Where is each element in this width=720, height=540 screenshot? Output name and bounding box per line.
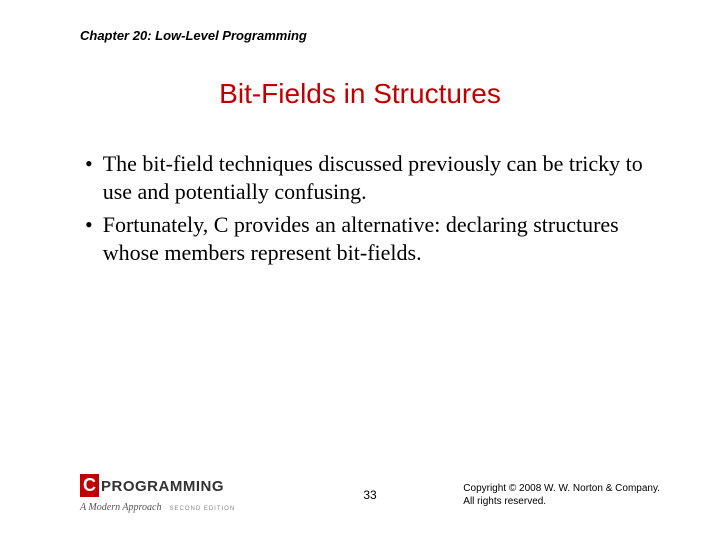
page-number: 33 [363,488,376,502]
bullet-item: • Fortunately, C provides an alternative… [80,211,650,267]
bullet-marker: • [85,150,93,178]
book-logo: C PROGRAMMING A Modern Approach SECOND E… [80,474,235,515]
bullet-marker: • [85,211,93,239]
copyright-line-2: All rights reserved. [463,496,546,507]
logo-programming-text: PROGRAMMING [101,478,224,495]
logo-subtitle-row: A Modern Approach SECOND EDITION [80,497,235,515]
bullet-text: Fortunately, C provides an alternative: … [103,211,650,267]
bullet-list: • The bit-field techniques discussed pre… [80,150,650,272]
logo-subtitle: A Modern Approach [80,502,161,513]
slide-footer: C PROGRAMMING A Modern Approach SECOND E… [80,474,660,515]
logo-edition: SECOND EDITION [169,506,235,512]
slide-title: Bit-Fields in Structures [0,78,720,110]
logo-main-row: C PROGRAMMING [80,474,224,497]
bullet-text: The bit-field techniques discussed previ… [103,150,650,206]
bullet-item: • The bit-field techniques discussed pre… [80,150,650,206]
chapter-header: Chapter 20: Low-Level Programming [80,28,307,43]
copyright-notice: Copyright © 2008 W. W. Norton & Company.… [463,482,660,508]
logo-c-badge: C [80,474,99,497]
copyright-line-1: Copyright © 2008 W. W. Norton & Company. [463,483,660,494]
